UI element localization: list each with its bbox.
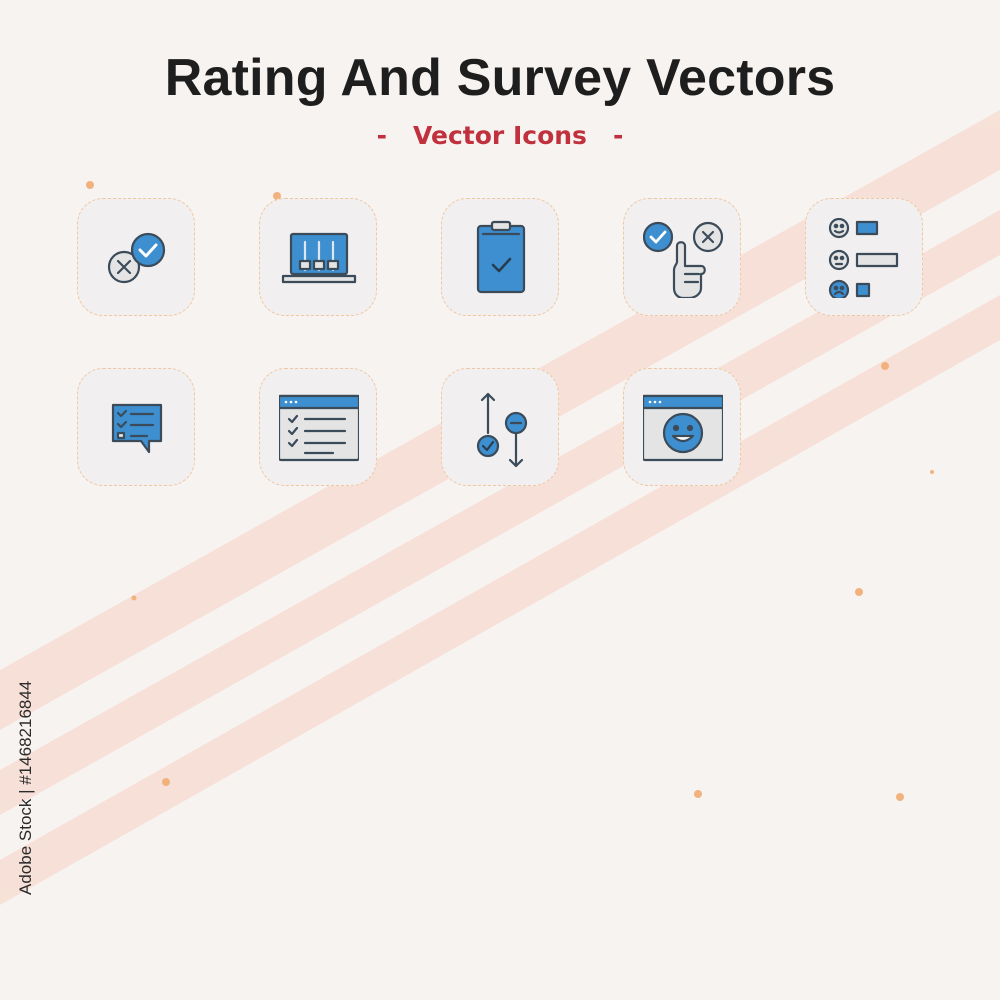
browser-smiley-icon [643,394,723,462]
icon-tile [805,198,923,316]
icon-tile [441,198,559,316]
dot [930,470,934,474]
up-down-vote-icon [476,392,528,468]
icon-tile [77,198,195,316]
subtitle-text: Vector Icons [413,121,587,150]
icon-tile [259,198,377,316]
dot [881,362,889,370]
laptop-sliders-icon [281,232,357,284]
page-subtitle: - Vector Icons - [0,121,1000,150]
subtitle-dash: - [612,121,624,150]
icon-tile [623,368,741,486]
dot [131,595,137,601]
dot [855,588,863,596]
dot [162,778,170,786]
diagonal-stripe [0,210,1000,815]
icon-tile [77,368,195,486]
subtitle-dash: - [376,121,388,150]
cross-check-icon [107,232,166,284]
icon-tile [623,198,741,316]
browser-checklist-icon [279,394,359,462]
dot [86,181,94,189]
stock-id-text: Adobe Stock | #1468216844 [16,680,35,895]
emoji-rating-list-icon [828,218,899,298]
dot [896,793,904,801]
hand-choice-icon [643,221,723,298]
diagonal-stripe [0,295,1000,905]
icon-tile [259,368,377,486]
clipboard-check-icon [476,220,526,294]
dot [694,790,702,798]
chat-checklist-icon [111,403,163,454]
page-title: Rating And Survey Vectors [164,49,836,107]
icon-tile [441,368,559,486]
